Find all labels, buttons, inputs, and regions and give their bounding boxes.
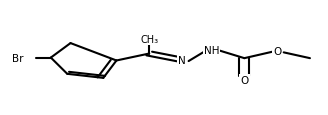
Text: O: O	[273, 46, 281, 56]
Text: Br: Br	[12, 53, 24, 63]
Text: O: O	[240, 76, 249, 85]
Text: NH: NH	[204, 46, 219, 56]
Text: N: N	[178, 55, 186, 65]
Text: CH₃: CH₃	[140, 35, 158, 45]
